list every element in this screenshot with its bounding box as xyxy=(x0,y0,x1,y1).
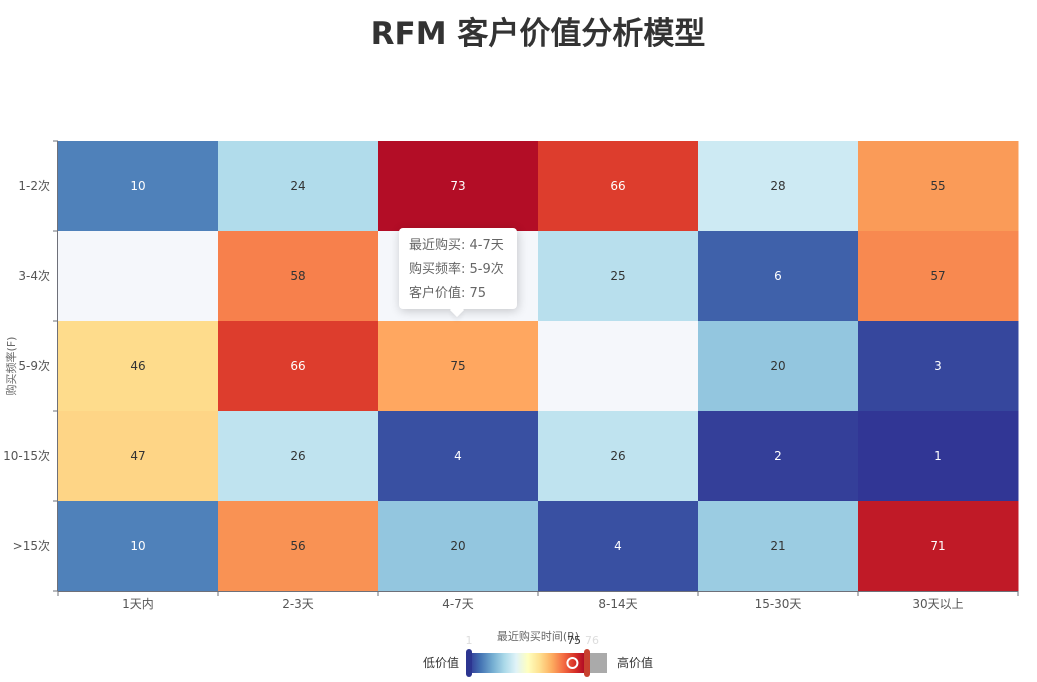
visual-map-handle-high[interactable] xyxy=(584,649,590,677)
visual-map-indicator xyxy=(566,657,579,669)
tooltip-recency: 最近购买: 4-7天 xyxy=(409,238,504,253)
heatmap-cell[interactable] xyxy=(378,501,539,592)
visual-map-handle-low[interactable] xyxy=(466,649,472,677)
heatmap-cell[interactable] xyxy=(218,141,379,232)
x-tick-label: 15-30天 xyxy=(755,597,802,611)
visual-map-current-value: 75 xyxy=(567,634,581,647)
heatmap-cell[interactable] xyxy=(378,411,539,502)
cell-value-label: 66 xyxy=(290,359,305,373)
cell-value-label: 3 xyxy=(934,359,942,373)
x-tick-label: 8-14天 xyxy=(598,597,637,611)
heatmap-cell[interactable] xyxy=(218,321,379,412)
cell-value-label: 10 xyxy=(130,539,145,553)
cell-value-label: 26 xyxy=(610,449,625,463)
cell-value-label: 73 xyxy=(450,179,465,193)
heatmap-cell[interactable] xyxy=(58,231,219,322)
heatmap-cell[interactable] xyxy=(698,411,859,502)
cell-value-label: 20 xyxy=(770,359,785,373)
cell-value-label: 56 xyxy=(290,539,305,553)
heatmap-cell[interactable] xyxy=(858,501,1019,592)
y-tick-label: 5-9次 xyxy=(18,359,50,373)
cell-value-label: 4 xyxy=(454,449,462,463)
x-tick-label: 4-7天 xyxy=(442,597,474,611)
cell-value-label: 1 xyxy=(934,449,942,463)
x-tick-label: 1天内 xyxy=(122,597,154,611)
y-axis-name: 购买频率(F) xyxy=(4,337,18,396)
visual-map: 低价值 高价值 75 1 76 xyxy=(423,634,653,677)
axes: 1天内 2-3天 4-7天 8-14天 15-30天 30天以上 1-2次 3-4次 5-9次 1… xyxy=(3,140,1019,611)
cell-value-label: 57 xyxy=(930,269,945,283)
visual-map-bar[interactable] xyxy=(469,653,587,673)
cell-value-label: 46 xyxy=(130,359,145,373)
visual-map-max-ghost: 76 xyxy=(585,634,599,647)
cell-value-label: 26 xyxy=(290,449,305,463)
cell-value-label: 58 xyxy=(290,269,305,283)
cell-value-label: 28 xyxy=(770,179,785,193)
heatmap-cell[interactable] xyxy=(378,321,539,412)
y-tick-label: 10-15次 xyxy=(3,449,50,463)
heatmap-cell[interactable] xyxy=(858,411,1019,502)
heatmap-cell[interactable] xyxy=(538,411,699,502)
visual-map-low-label: 低价值 xyxy=(423,655,459,670)
heatmap-cell[interactable] xyxy=(378,141,539,232)
heatmap-cell[interactable] xyxy=(58,411,219,502)
visual-map-out-of-range xyxy=(587,653,607,673)
cell-value-label: 55 xyxy=(930,179,945,193)
y-tick-label: 1-2次 xyxy=(18,179,50,193)
cell-value-label: 4 xyxy=(614,539,622,553)
cell-value-label: 25 xyxy=(610,269,625,283)
heatmap-cell[interactable] xyxy=(538,141,699,232)
heatmap-cell[interactable] xyxy=(218,411,379,502)
cell-value-label: 66 xyxy=(610,179,625,193)
cell-value-label: 6 xyxy=(774,269,782,283)
heatmap-cell[interactable] xyxy=(218,231,379,322)
heatmap-cell[interactable] xyxy=(698,321,859,412)
heatmap-cell[interactable] xyxy=(858,321,1019,412)
cell-value-label: 24 xyxy=(290,179,305,193)
heatmap-cell[interactable] xyxy=(538,501,699,592)
tooltip: 最近购买: 4-7天 购买频率: 5-9次 客户价值: 75 xyxy=(399,228,517,318)
cell-value-label: 10 xyxy=(130,179,145,193)
heatmap-cell[interactable] xyxy=(698,141,859,232)
heatmap-cell[interactable] xyxy=(858,231,1019,322)
heatmap-cell[interactable] xyxy=(58,321,219,412)
tooltip-value: 客户价值: 75 xyxy=(409,286,487,301)
tooltip-frequency: 购买频率: 5-9次 xyxy=(409,262,504,277)
heatmap-cell[interactable] xyxy=(218,501,379,592)
heatmap-cell[interactable] xyxy=(538,321,699,412)
x-axis-name: 最近购买时间(R) xyxy=(497,629,579,643)
heatmap-cell[interactable] xyxy=(58,141,219,232)
y-tick-label: 3-4次 xyxy=(18,269,50,283)
x-tick-label: 2-3天 xyxy=(282,597,314,611)
heatmap-cell[interactable] xyxy=(858,141,1019,232)
heatmap-cell[interactable] xyxy=(698,231,859,322)
x-tick-label: 30天以上 xyxy=(912,597,963,611)
visual-map-high-label: 高价值 xyxy=(617,655,653,670)
cell-value-label: 75 xyxy=(450,359,465,373)
cell-value-label: 21 xyxy=(770,539,785,553)
cell-value-label: 71 xyxy=(930,539,945,553)
visual-map-min-ghost: 1 xyxy=(466,634,473,647)
heatmap-cell[interactable] xyxy=(698,501,859,592)
heatmap-cell[interactable] xyxy=(58,501,219,592)
chart-title: RFM 客户价值分析模型 xyxy=(371,16,706,52)
y-tick-label: >15次 xyxy=(13,539,50,553)
heatmap-cell[interactable] xyxy=(538,231,699,322)
cell-value-label: 47 xyxy=(130,449,145,463)
cell-value-label: 2 xyxy=(774,449,782,463)
cell-value-label: 20 xyxy=(450,539,465,553)
